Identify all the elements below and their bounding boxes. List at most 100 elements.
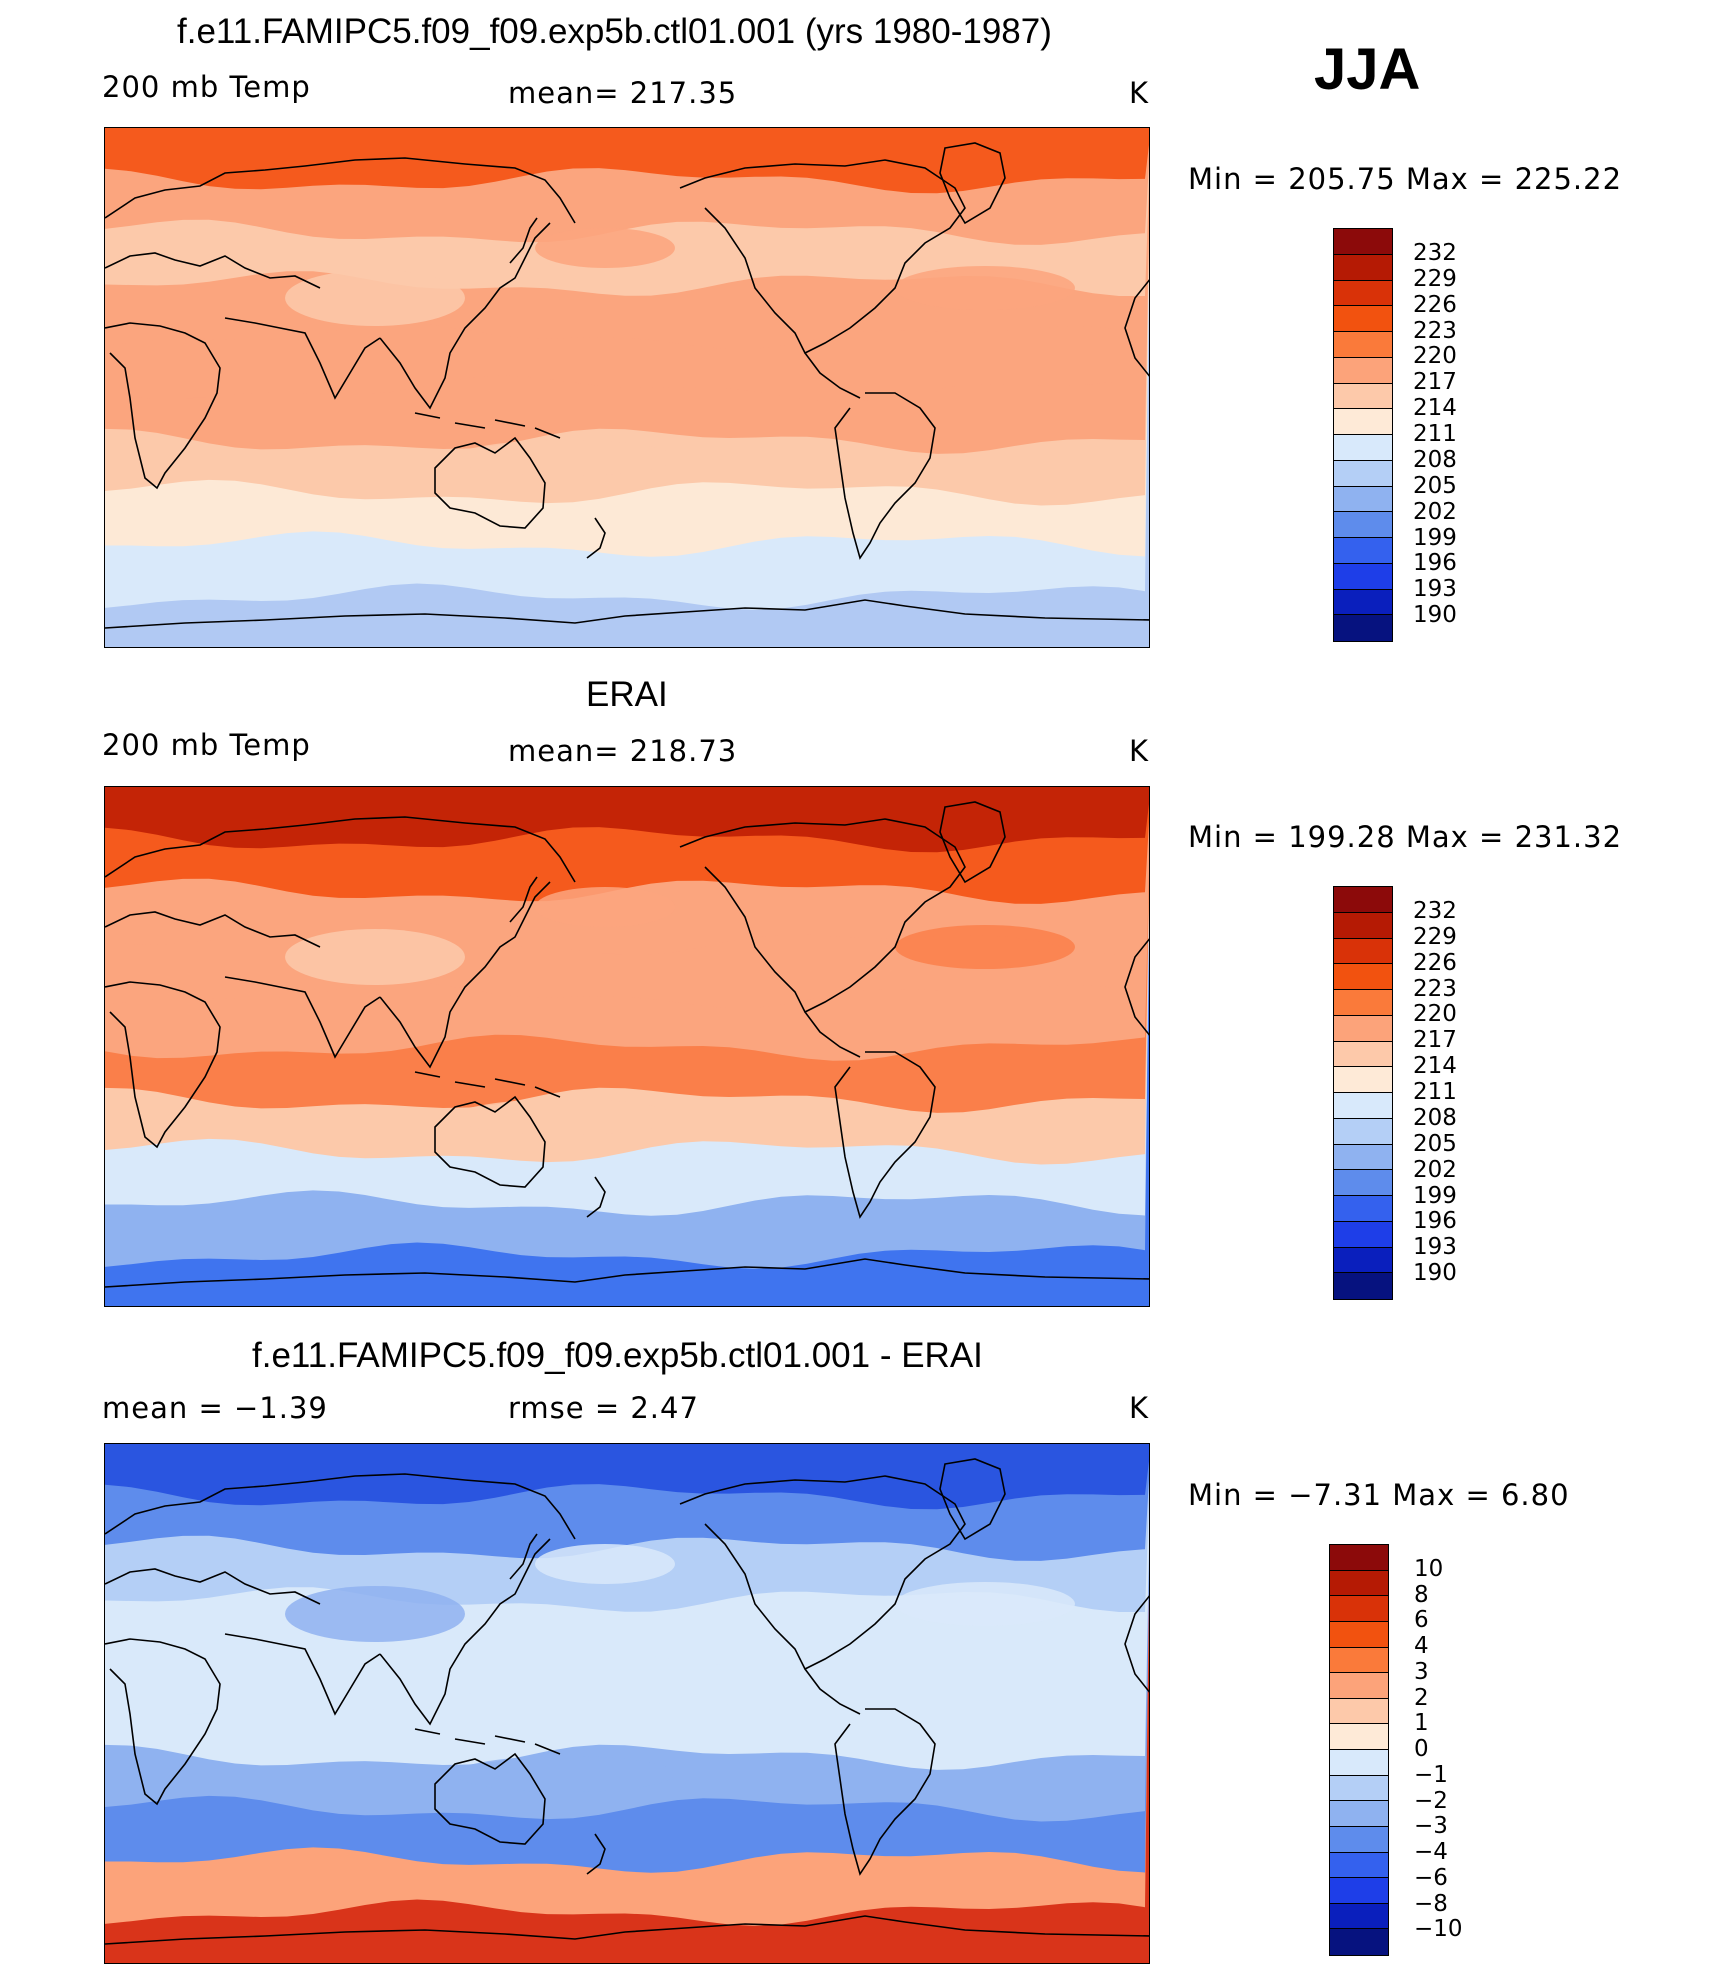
- field-band: [105, 787, 1149, 853]
- coastline: [509, 1533, 538, 1580]
- coastline: [804, 1011, 861, 1058]
- colorbar-swatch: [1330, 1647, 1388, 1674]
- colorbar-swatch: [1334, 383, 1392, 410]
- coastline: [105, 1473, 576, 1540]
- panel1-minmax: Min = 205.75 Max = 225.22: [1188, 162, 1623, 196]
- field-anomaly-patch: [895, 1582, 1075, 1626]
- colorbar-tick-label: 205: [1413, 1130, 1457, 1157]
- colorbar-tick-label: 0: [1414, 1736, 1429, 1762]
- colorbar-swatch: [1330, 1621, 1388, 1648]
- field-anomaly-patch: [895, 266, 1075, 310]
- colorbar-tick-label: 10: [1414, 1555, 1444, 1582]
- field-anomaly-patch: [285, 929, 465, 985]
- colorbar-tick-label: 190: [1413, 1260, 1457, 1287]
- coastline: [939, 801, 1006, 884]
- colorbar-swatch: [1334, 229, 1392, 255]
- colorbar-swatch: [1334, 938, 1392, 965]
- colorbar-tick-label: 208: [1413, 1104, 1457, 1131]
- colorbar-swatch: [1334, 912, 1392, 939]
- colorbar-tick-label: 6: [1414, 1607, 1429, 1634]
- coastline: [105, 981, 221, 1149]
- colorbar-swatch: [1334, 512, 1392, 538]
- colorbar-tick-label: 226: [1413, 291, 1457, 318]
- panel2-map: [104, 786, 1150, 1307]
- colorbar-swatch: [1330, 1673, 1388, 1699]
- coastline: [586, 1833, 606, 1875]
- colorbar-tick-label: 205: [1413, 472, 1457, 499]
- colorbar-tick-label: 217: [1413, 1027, 1457, 1054]
- colorbar-swatch: [1334, 1093, 1392, 1119]
- panel2-field-svg: [105, 787, 1149, 1306]
- colorbar-tick-label: 232: [1413, 897, 1457, 924]
- coastline: [434, 436, 546, 529]
- field-anomaly-patch: [535, 228, 675, 268]
- coastline: [1124, 279, 1149, 377]
- colorbar-tick-label: −3: [1414, 1813, 1448, 1840]
- colorbar-tick-label: 223: [1413, 975, 1457, 1002]
- coastline: [105, 911, 321, 948]
- panel1-field-svg: [105, 128, 1149, 647]
- colorbar-swatch: [1334, 254, 1392, 281]
- colorbar-swatch: [1330, 1596, 1388, 1622]
- colorbar-tick-label: 202: [1413, 1156, 1457, 1183]
- panel3-rmse-label: rmse = 2.47: [508, 1391, 699, 1425]
- colorbar-tick-label: 208: [1413, 446, 1457, 473]
- colorbar-swatch: [1334, 1015, 1392, 1042]
- coastline: [105, 157, 576, 224]
- colorbar-tick-label: −2: [1414, 1787, 1448, 1814]
- coastline: [804, 1668, 861, 1715]
- colorbar-swatch: [1334, 357, 1392, 384]
- colorbar-tick-label: 220: [1413, 343, 1457, 370]
- panel2-colorbar: [1333, 886, 1393, 1300]
- coastline: [834, 1051, 936, 1219]
- field-anomaly-patch: [895, 925, 1075, 969]
- colorbar-tick-label: 3: [1414, 1658, 1429, 1685]
- panel3-units-label: K: [1129, 1391, 1150, 1425]
- coastline: [679, 159, 966, 355]
- panel1-title: f.e11.FAMIPC5.f09_f09.exp5b.ctl01.001 (y…: [177, 12, 1052, 51]
- colorbar-swatch: [1334, 1196, 1392, 1222]
- colorbar-tick-label: 211: [1413, 421, 1457, 447]
- field-band: [105, 128, 1149, 194]
- field-band: [105, 1444, 1149, 1510]
- field-anomaly-patch: [285, 270, 465, 326]
- colorbar-swatch: [1330, 1903, 1388, 1930]
- colorbar-swatch: [1334, 1041, 1392, 1068]
- colorbar-swatch: [1330, 1750, 1388, 1776]
- coastline: [834, 392, 936, 560]
- colorbar-swatch: [1334, 409, 1392, 435]
- season-label: JJA: [1314, 37, 1421, 102]
- colorbar-tick-label: 214: [1413, 395, 1457, 422]
- panel1-map: [104, 127, 1150, 648]
- colorbar-swatch: [1334, 1118, 1392, 1145]
- field-anomaly-patch: [535, 1544, 675, 1584]
- panel2-units-label: K: [1129, 734, 1150, 768]
- coastline: [834, 1708, 936, 1876]
- colorbar-tick-label: −10: [1414, 1916, 1463, 1943]
- colorbar-swatch: [1334, 1273, 1392, 1299]
- panel3-map: [104, 1443, 1150, 1964]
- coastline: [939, 142, 1006, 225]
- colorbar-tick-label: 196: [1413, 1208, 1457, 1235]
- colorbar-swatch: [1334, 538, 1392, 564]
- coastline: [105, 816, 576, 883]
- colorbar-swatch: [1334, 306, 1392, 332]
- colorbar-tick-label: 199: [1413, 1182, 1457, 1209]
- colorbar-tick-label: 217: [1413, 369, 1457, 396]
- colorbar-tick-label: 226: [1413, 949, 1457, 976]
- coastline: [105, 1258, 1149, 1288]
- coastline: [414, 412, 561, 439]
- coastline: [509, 876, 538, 923]
- colorbar-swatch: [1334, 1247, 1392, 1274]
- colorbar-swatch: [1334, 990, 1392, 1016]
- panel1-units-label: K: [1129, 76, 1150, 110]
- coastline: [414, 1071, 561, 1098]
- colorbar-swatch: [1334, 589, 1392, 616]
- colorbar-tick-label: 2: [1414, 1684, 1429, 1711]
- coastline: [414, 1728, 561, 1755]
- colorbar-swatch: [1330, 1698, 1388, 1725]
- panel2-minmax: Min = 199.28 Max = 231.32: [1188, 820, 1623, 854]
- coastline: [434, 1752, 546, 1845]
- colorbar-tick-label: 220: [1413, 1001, 1457, 1028]
- colorbar-swatch: [1330, 1929, 1388, 1955]
